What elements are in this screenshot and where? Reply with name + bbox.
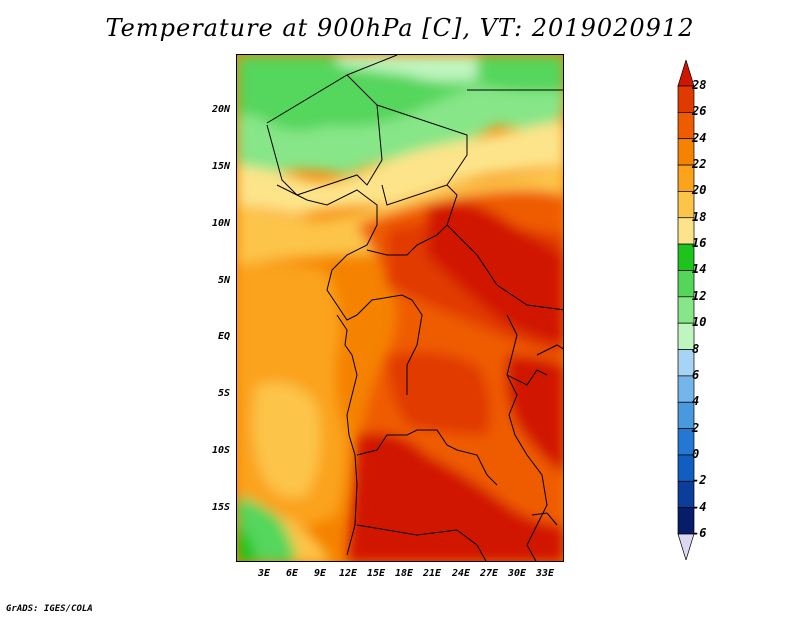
colorbar-label: 28 xyxy=(692,78,707,92)
colorbar-label: 24 xyxy=(692,130,707,145)
lat-label: 10N xyxy=(211,218,230,229)
lon-label: 33E xyxy=(535,568,555,579)
colorbar-label: 12 xyxy=(692,288,707,303)
colorbar xyxy=(677,60,695,560)
lat-label: 10S xyxy=(211,445,230,456)
lat-label: 15N xyxy=(211,161,230,172)
lat-label: 5S xyxy=(217,388,230,399)
colorbar-label: 8 xyxy=(692,341,700,356)
lon-label: 18E xyxy=(394,568,414,579)
colorbar-label: 16 xyxy=(692,236,707,251)
colorbar-label: 10 xyxy=(692,315,707,330)
colorbar-label: 6 xyxy=(692,367,700,382)
lon-label: 12E xyxy=(338,568,358,579)
colorbar-label: 2 xyxy=(692,420,700,435)
lat-label: 5N xyxy=(217,275,230,286)
lon-label: 9E xyxy=(313,568,327,579)
temperature-map xyxy=(236,54,564,562)
lon-label: 3E xyxy=(257,568,271,579)
lon-label: 24E xyxy=(451,568,471,579)
lon-label: 27E xyxy=(479,568,499,579)
lat-label: EQ xyxy=(217,331,230,342)
chart-title: Temperature at 900hPa [C], VT: 201902091… xyxy=(105,14,695,42)
lon-label: 6E xyxy=(285,568,299,579)
colorbar-label: 26 xyxy=(692,104,707,119)
colorbar-label: 22 xyxy=(692,157,707,172)
colorbar-label: -4 xyxy=(692,499,707,514)
colorbar-bottom-triangle xyxy=(677,533,695,560)
colorbar-label: 14 xyxy=(692,262,707,277)
field-contours xyxy=(237,55,563,561)
lat-label: 20N xyxy=(211,104,230,115)
colorbar-label: 18 xyxy=(692,209,707,224)
country-borders xyxy=(266,55,563,561)
lon-label: 30E xyxy=(507,568,527,579)
temperature-field xyxy=(237,55,563,561)
colorbar-label: 0 xyxy=(692,446,700,461)
lon-label: 15E xyxy=(366,568,386,579)
lat-label: 15S xyxy=(211,502,230,513)
colorbar-label: 20 xyxy=(692,183,707,198)
colorbar-label: -6 xyxy=(692,526,707,540)
colorbar-label: -2 xyxy=(692,473,707,488)
lon-label: 21E xyxy=(422,568,442,579)
colorbar-label: 4 xyxy=(692,394,700,409)
credit-text: GrADS: IGES/COLA xyxy=(6,604,93,614)
